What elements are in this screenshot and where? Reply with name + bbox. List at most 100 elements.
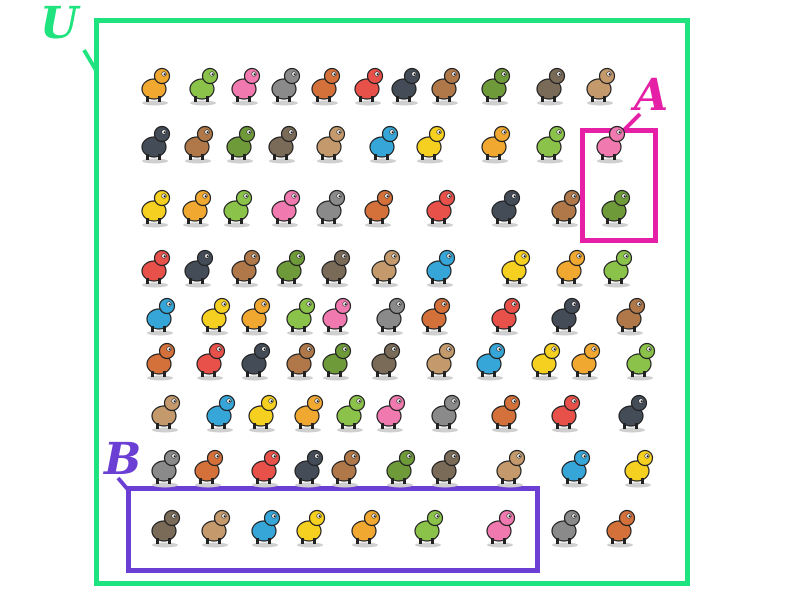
sloth-icon xyxy=(426,342,456,381)
u-label-pointer xyxy=(82,48,99,74)
rabbit-icon xyxy=(231,67,261,106)
seal-icon xyxy=(624,449,654,488)
bison-icon xyxy=(551,189,581,228)
buffalo-icon xyxy=(146,342,176,381)
cobra-icon xyxy=(286,342,316,381)
hedgehog-icon xyxy=(194,449,224,488)
a-label-pointer xyxy=(620,112,642,134)
crocodile-icon xyxy=(201,297,231,336)
tropical-fish-icon xyxy=(476,342,506,381)
flamingo-icon xyxy=(141,125,171,164)
llama-icon xyxy=(151,509,181,548)
puma-icon xyxy=(241,342,271,381)
koala-icon xyxy=(296,509,326,548)
vulture-icon xyxy=(189,67,219,106)
clownfish-icon xyxy=(601,189,631,228)
goat-icon xyxy=(294,394,324,433)
bear-icon xyxy=(371,342,401,381)
zebra-icon xyxy=(231,249,261,288)
frog-icon xyxy=(271,67,301,106)
snail-icon xyxy=(151,449,181,488)
seahorse-icon xyxy=(586,67,616,106)
spider-icon xyxy=(551,509,581,548)
duck-icon xyxy=(141,67,171,106)
wolf-icon xyxy=(486,509,516,548)
cow-icon xyxy=(206,394,236,433)
seagull-icon xyxy=(626,342,656,381)
turtle-icon xyxy=(501,249,531,288)
armadillo-icon xyxy=(426,249,456,288)
octopus-icon xyxy=(491,394,521,433)
parrot-icon xyxy=(354,67,384,106)
lion-icon xyxy=(146,297,176,336)
fox-icon xyxy=(386,449,416,488)
dog-icon xyxy=(248,394,278,433)
mouse-icon xyxy=(294,449,324,488)
hen-icon xyxy=(431,394,461,433)
set-u-label: U xyxy=(40,0,79,49)
horse-icon xyxy=(286,297,316,336)
tiger-icon xyxy=(184,249,214,288)
dolphin-icon xyxy=(531,342,561,381)
opossum-icon xyxy=(421,297,451,336)
wild-boar-icon xyxy=(536,125,566,164)
set-a-label: A xyxy=(634,70,669,121)
set-b-label: B xyxy=(104,434,142,485)
monkey-icon xyxy=(241,297,271,336)
goldfish-icon xyxy=(481,67,511,106)
rooster-icon xyxy=(431,67,461,106)
yak-icon xyxy=(376,297,406,336)
anteater-icon xyxy=(426,189,456,228)
moose-icon xyxy=(201,509,231,548)
panda-icon xyxy=(182,189,212,228)
stork-icon xyxy=(226,125,256,164)
giraffe-icon xyxy=(223,189,253,228)
squirrel-icon xyxy=(251,449,281,488)
reindeer-icon xyxy=(364,189,394,228)
bat-icon xyxy=(331,449,361,488)
toucan-icon xyxy=(416,125,446,164)
penguin-icon xyxy=(184,125,214,164)
deer-icon xyxy=(311,67,341,106)
sheep-icon xyxy=(376,394,406,433)
cheetah-icon xyxy=(371,249,401,288)
narwhal-icon xyxy=(616,297,646,336)
pink-fish-icon xyxy=(491,189,521,228)
gorilla-icon xyxy=(556,249,586,288)
beaver-icon xyxy=(606,509,636,548)
wombat-icon xyxy=(414,509,444,548)
elephant-icon xyxy=(271,189,301,228)
camel-icon xyxy=(316,189,346,228)
vulture-icon xyxy=(369,125,399,164)
donkey-icon xyxy=(431,449,461,488)
shark-icon xyxy=(481,125,511,164)
raccoon-icon xyxy=(196,342,226,381)
polar-bear-icon xyxy=(351,509,381,548)
goat-icon xyxy=(536,67,566,106)
hyena-icon xyxy=(551,297,581,336)
rhinoceros-icon xyxy=(141,249,171,288)
b-label-pointer xyxy=(116,476,132,494)
wolf-icon xyxy=(391,67,421,106)
pig-icon xyxy=(151,394,181,433)
kangaroo-rat-icon xyxy=(321,249,351,288)
set-b-boundary xyxy=(126,486,540,573)
orca-icon xyxy=(491,297,521,336)
universe-set-boundary xyxy=(94,18,690,586)
crab-icon xyxy=(603,249,633,288)
peacock-icon xyxy=(268,125,298,164)
pelican-icon xyxy=(316,125,346,164)
groundhog-icon xyxy=(251,509,281,548)
hammerhead-icon xyxy=(551,394,581,433)
hippopotamus-icon xyxy=(276,249,306,288)
chameleon-icon xyxy=(322,297,352,336)
cat-icon xyxy=(336,394,366,433)
stingray-icon xyxy=(496,449,526,488)
kangaroo-icon xyxy=(141,189,171,228)
skunk-icon xyxy=(618,394,648,433)
two-fish-icon xyxy=(596,125,626,164)
jellyfish-icon xyxy=(571,342,601,381)
walrus-icon xyxy=(561,449,591,488)
hedgehog-icon xyxy=(322,342,352,381)
